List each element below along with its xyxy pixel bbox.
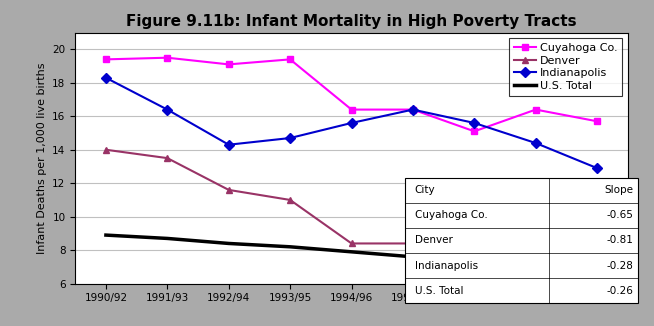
Text: -0.81: -0.81 [606, 235, 633, 245]
Text: -0.28: -0.28 [606, 260, 633, 271]
Text: -0.65: -0.65 [606, 210, 633, 220]
Text: Cuyahoga Co.: Cuyahoga Co. [415, 210, 487, 220]
Text: U.S. Total: U.S. Total [415, 286, 463, 296]
Title: Figure 9.11b: Infant Mortality in High Poverty Tracts: Figure 9.11b: Infant Mortality in High P… [126, 14, 577, 29]
Y-axis label: Infant Deaths per 1,000 live births: Infant Deaths per 1,000 live births [37, 62, 46, 254]
Text: Slope: Slope [604, 185, 633, 195]
Text: City: City [415, 185, 436, 195]
Legend: Cuyahoga Co., Denver, Indianapolis, U.S. Total: Cuyahoga Co., Denver, Indianapolis, U.S.… [509, 38, 623, 96]
Text: -0.26: -0.26 [606, 286, 633, 296]
Text: Indianapolis: Indianapolis [415, 260, 478, 271]
Text: Denver: Denver [415, 235, 453, 245]
